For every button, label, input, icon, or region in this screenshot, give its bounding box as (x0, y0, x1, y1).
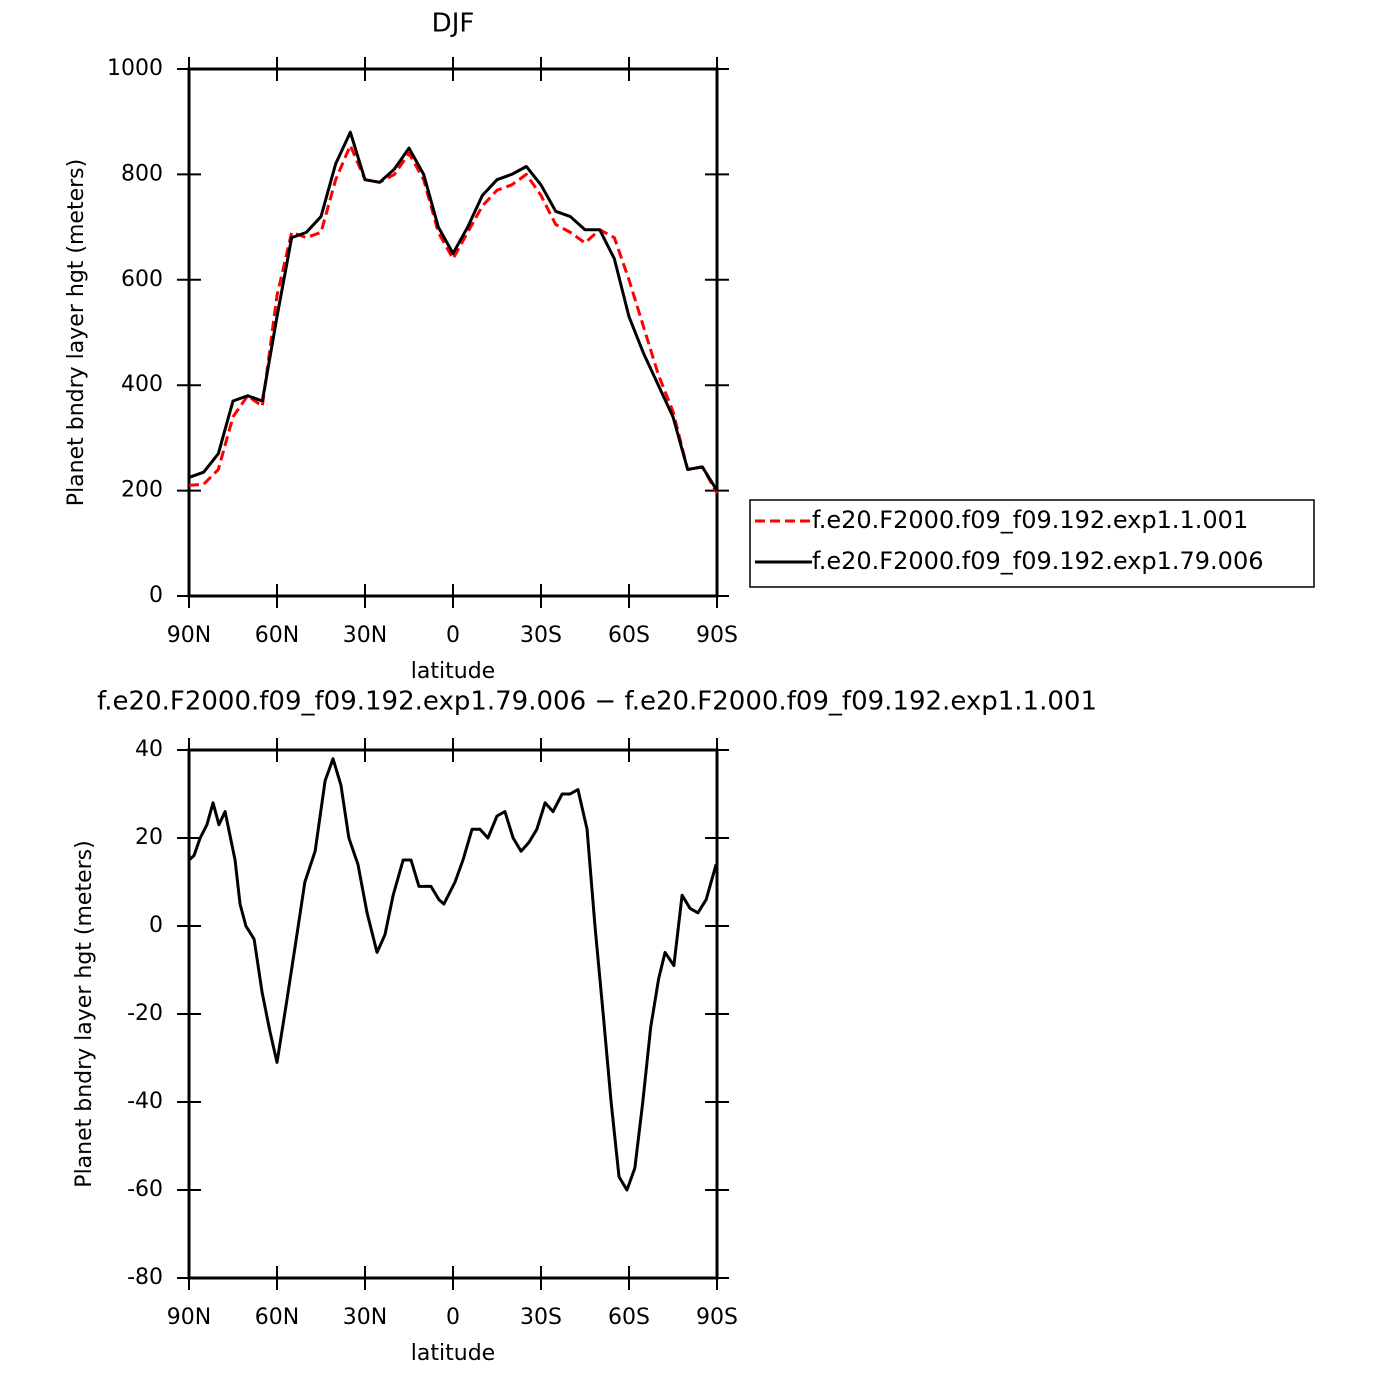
y-tick-label: -20 (127, 1001, 163, 1026)
plot-frame (187, 67, 719, 598)
y-axis-label: Planet bndry layer hgt (meters) (72, 840, 97, 1187)
x-tick-label: 60S (608, 623, 650, 648)
y-tick-label: 600 (121, 267, 163, 292)
x-tick-label: 90S (696, 1305, 738, 1330)
chart-title: f.e20.F2000.f09_f09.192.exp1.79.006 − f.… (97, 687, 1097, 717)
x-tick-label: 30S (520, 1305, 562, 1330)
y-tick-label: 1000 (107, 56, 163, 81)
legend-label: f.e20.F2000.f09_f09.192.exp1.1.001 (812, 506, 1248, 534)
x-tick-label: 0 (446, 1305, 460, 1330)
y-tick-label: 0 (149, 583, 163, 608)
data-line (188, 130, 719, 492)
x-tick-label: 60S (608, 1305, 650, 1330)
chart-title: DJF (432, 9, 475, 39)
x-tick-label: 60N (255, 1305, 299, 1330)
y-axis-label: Planet bndry layer hgt (meters) (64, 159, 89, 506)
y-tick-label: -60 (127, 1177, 163, 1202)
y-tick-label: 40 (135, 737, 163, 762)
x-tick-label: 60N (255, 623, 299, 648)
x-tick-label: 30S (520, 623, 562, 648)
y-tick-label: -40 (127, 1089, 163, 1114)
plot-frame (187, 748, 719, 1280)
y-tick-label: 800 (121, 161, 163, 186)
x-axis-label: latitude (411, 659, 495, 684)
x-tick-label: 90N (167, 1305, 211, 1330)
x-tick-label: 90S (696, 623, 738, 648)
x-tick-label: 30N (343, 1305, 387, 1330)
x-tick-label: 30N (343, 623, 387, 648)
data-line (188, 143, 719, 494)
legend-label: f.e20.F2000.f09_f09.192.exp1.79.006 (812, 547, 1263, 575)
y-tick-label: 0 (149, 913, 163, 938)
data-line (188, 757, 718, 1192)
y-tick-label: 200 (121, 478, 163, 503)
x-axis-label: latitude (411, 1341, 495, 1366)
y-tick-label: -80 (127, 1265, 163, 1290)
x-tick-label: 0 (446, 623, 460, 648)
x-tick-label: 90N (167, 623, 211, 648)
legend-box (749, 499, 1315, 588)
y-tick-label: 400 (121, 372, 163, 397)
y-tick-label: 20 (135, 825, 163, 850)
